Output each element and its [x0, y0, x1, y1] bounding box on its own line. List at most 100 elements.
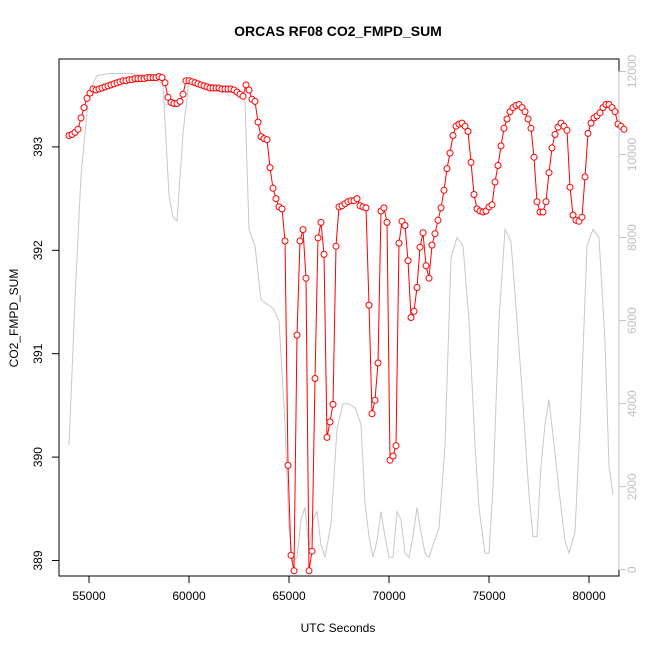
y-axis-left: 389 390 391 392 393: [31, 137, 60, 571]
co2-data-point: [281, 237, 289, 245]
y-axis-title: CO2_FMPD_SUM: [7, 269, 21, 368]
y2-tick-label: 6000: [625, 307, 639, 334]
co2-data-point: [245, 86, 253, 94]
co2-data-point: [296, 237, 304, 245]
y-tick-label: 392: [31, 240, 45, 260]
co2-data-point: [464, 127, 472, 135]
co2-data-point: [521, 108, 529, 116]
x-tick-label: 60000: [172, 589, 206, 603]
co2-data-point: [431, 230, 439, 238]
y2-tick-label: 4000: [625, 390, 639, 417]
co2-data-point: [311, 375, 319, 382]
co2-data-point: [179, 90, 187, 98]
y-tick-label: 391: [31, 343, 45, 363]
co2-data-point: [287, 551, 295, 559]
co2-data-point: [242, 81, 250, 89]
co2-data-point: [362, 204, 370, 212]
co2-data-point: [284, 461, 292, 469]
co2-data-point: [77, 114, 85, 122]
co2-data-point: [293, 331, 301, 339]
co2-data-point: [239, 92, 247, 100]
co2-data-point: [389, 452, 397, 460]
co2-data-point: [371, 396, 379, 404]
co2-data-point: [317, 218, 325, 226]
co2-data-point: [524, 115, 532, 123]
co2-data-point: [266, 164, 274, 172]
co2-data-point: [368, 410, 376, 418]
co2-data-point: [545, 169, 553, 177]
co2-data-point: [353, 195, 361, 203]
y2-tick-label: 0: [625, 566, 639, 573]
co2-data-point: [422, 262, 430, 270]
y-tick-label: 390: [31, 447, 45, 467]
co2-data-point: [263, 136, 271, 144]
co2-data-point: [437, 204, 445, 212]
y2-tick-label: 8000: [625, 224, 639, 251]
co2-data-point: [533, 198, 541, 206]
co2-data-point: [446, 149, 454, 157]
co2-data-point: [620, 125, 628, 133]
co2-data-point: [539, 208, 547, 216]
co2-data-point: [374, 359, 382, 367]
y2-tick-label: 12000: [625, 54, 639, 88]
x-tick-label: 70000: [372, 589, 406, 603]
co2-data-point: [488, 201, 496, 209]
y-tick-label: 389: [31, 550, 45, 570]
co2-data-point: [596, 109, 604, 117]
co2-data-point: [569, 211, 577, 219]
x-tick-label: 65000: [272, 589, 306, 603]
co2-data-point: [395, 239, 403, 247]
co2-data-point: [392, 442, 400, 450]
co2-data-point: [302, 274, 310, 282]
plot-frame: [58, 58, 620, 577]
co2-data-point: [80, 104, 88, 112]
co2-data-point: [611, 108, 619, 116]
co2-series-line: [68, 76, 625, 571]
co2-data-point: [383, 218, 391, 226]
co2-data-point: [305, 567, 313, 575]
co2-data-point: [563, 126, 571, 134]
co2-data-point: [587, 119, 595, 127]
co2-data-point: [158, 74, 166, 82]
co2-data-point: [329, 400, 337, 408]
co2-data-point: [323, 433, 331, 441]
x-axis: 55000 60000 65000 70000 75000 80000: [72, 575, 606, 603]
co2-data-point: [404, 257, 412, 265]
co2-data-point: [503, 115, 511, 123]
co2-data-point: [365, 301, 373, 309]
co2-data-point: [251, 97, 259, 105]
co2-data-point: [551, 131, 559, 138]
x-tick-label: 80000: [572, 589, 606, 603]
co2-data-point: [578, 213, 586, 221]
x-tick-label: 75000: [472, 589, 506, 603]
x-axis-title: UTC Seconds: [301, 621, 376, 635]
co2-data-point: [497, 142, 505, 150]
co2-data-point: [419, 229, 427, 237]
co2-data-point: [428, 241, 436, 249]
co2-data-point: [332, 242, 340, 250]
co2-data-point: [500, 124, 508, 132]
co2-data-point: [176, 97, 184, 105]
co2-data-point: [314, 234, 322, 242]
co2-data-point: [413, 284, 421, 291]
co2-data-point: [272, 195, 280, 203]
co2-data-point: [83, 94, 91, 102]
co2-data-point: [416, 243, 424, 251]
co2-data-point: [491, 178, 499, 186]
co2-data-point: [161, 79, 169, 87]
co2-data-point: [548, 144, 556, 152]
secondary-series-line: [68, 73, 614, 563]
co2-data-point: [269, 184, 277, 192]
co2-data-point: [299, 226, 307, 234]
x-tick-label: 55000: [72, 589, 106, 603]
co2-data-point: [443, 165, 451, 173]
co2-data-point: [320, 250, 328, 258]
co2-data-point: [407, 314, 415, 321]
co2-data-point: [401, 222, 409, 229]
co2-data-point: [581, 173, 589, 181]
co2-data-point: [440, 186, 448, 194]
y2-tick-label: 2000: [625, 473, 639, 500]
y-axis-right: 0 2000 4000 6000 8000 10000 12000: [618, 54, 639, 573]
co2-data-point: [290, 567, 298, 575]
